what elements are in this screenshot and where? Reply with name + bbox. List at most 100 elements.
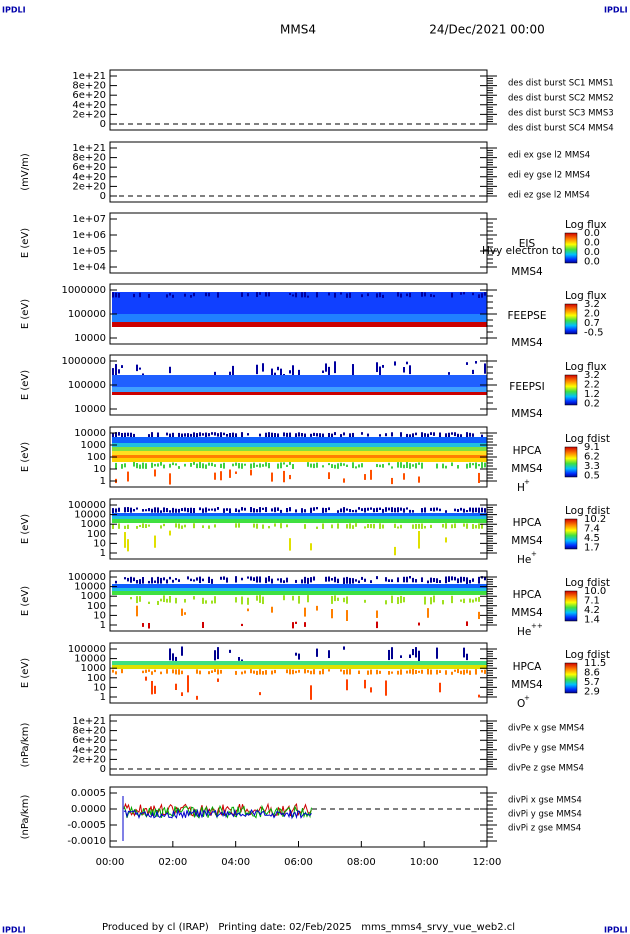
spectrogram-pixel: [226, 508, 228, 511]
species-charge: +: [531, 550, 537, 558]
spectrogram-pixel: [376, 507, 378, 513]
instrument-label: MMS4: [511, 408, 543, 420]
spectrogram-pixel: [397, 462, 399, 468]
spectrogram-pixel: [325, 576, 327, 582]
x-tick-label: 10:00: [410, 857, 439, 868]
spectrogram-band: [112, 447, 487, 451]
spectrogram-pixel: [211, 600, 213, 604]
y-tick-label: 100000: [68, 309, 106, 320]
spectrogram-pixel: [412, 464, 414, 467]
y-tick-label: 8e+20: [72, 726, 106, 737]
spectrogram-pixel: [271, 670, 273, 675]
spectrogram-pixel: [337, 463, 339, 469]
spectrogram-pixel: [190, 462, 192, 467]
spectrogram-pixel: [334, 432, 336, 436]
legend-entry: divPe y gse MMS4: [508, 744, 585, 754]
spectrogram-pixel: [193, 292, 195, 297]
spectrogram-pixel: [385, 577, 387, 582]
spectrogram-pixel: [478, 464, 480, 467]
spectrogram-pixel: [163, 595, 165, 603]
spectrogram-pixel: [418, 622, 420, 626]
y-tick-label: 100: [87, 529, 106, 540]
spectrogram-pixel: [151, 671, 153, 675]
spectrogram-pixel: [409, 365, 411, 375]
spectrogram-pixel: [139, 464, 141, 469]
spectrogram-pixel: [157, 576, 159, 584]
instrument-label: FEEPSE: [508, 310, 547, 322]
spectrogram-pixel: [472, 578, 474, 582]
spectrogram-pixel: [394, 507, 396, 513]
spectrogram-pixel: [250, 576, 252, 581]
spectrogram-pixel: [388, 507, 390, 511]
spectrogram-pixel: [184, 612, 186, 615]
spectrogram-pixel: [322, 370, 324, 374]
spectrogram-band: [112, 591, 487, 595]
colorbar-label: 0.0: [584, 228, 600, 239]
spectrogram-pixel: [403, 508, 405, 513]
spectrogram-pixel: [430, 597, 432, 605]
spectrogram-pixel: [484, 577, 486, 581]
spectrogram-pixel: [190, 433, 192, 437]
colorbar: [564, 518, 578, 550]
spectrogram-pixel: [166, 579, 168, 584]
spectrogram-pixel: [277, 366, 279, 371]
spectrogram-pixel: [370, 580, 372, 583]
x-tick-label: 00:00: [96, 857, 125, 868]
spectrogram-pixel: [151, 462, 153, 468]
spectrogram-pixel: [424, 507, 426, 513]
spectrogram-pixel: [328, 292, 330, 296]
spectrogram-pixel: [157, 463, 159, 467]
spectrogram-pixel: [256, 670, 258, 675]
spectrogram-pixel: [310, 463, 312, 468]
y-tick-label: 100: [87, 452, 106, 463]
spectrogram-pixel: [466, 621, 468, 626]
spectrogram-pixel: [316, 292, 318, 298]
spectrogram-pixel: [388, 462, 390, 466]
spectrogram-pixel: [301, 579, 303, 584]
corner-mark: IPDLI: [2, 6, 26, 15]
colorbar-label: 8.6: [584, 668, 600, 679]
spectrogram-pixel: [112, 368, 114, 379]
spectrogram-pixel: [478, 694, 480, 698]
colorbar-label: 0.2: [584, 399, 600, 410]
spectrogram-pixel: [268, 432, 270, 438]
spectrogram-pixel: [148, 601, 150, 604]
spectrogram-pixel: [139, 596, 141, 602]
spectrogram-pixel: [217, 647, 219, 660]
spectrogram-pixel: [388, 579, 390, 582]
spectrogram-pixel: [472, 369, 474, 375]
spectrogram-pixel: [169, 510, 171, 513]
spectrogram-pixel: [364, 679, 366, 689]
spectrogram-pixel: [451, 292, 453, 298]
spectrogram-pixel: [292, 365, 294, 377]
spectrogram-pixel: [421, 292, 423, 297]
spectrogram-pixel: [172, 669, 174, 674]
spectrogram-pixel: [463, 523, 465, 527]
spectrogram-pixel: [406, 670, 408, 674]
spectrogram-pixel: [271, 368, 273, 378]
spectrogram-pixel: [175, 578, 177, 581]
spectrogram-pixel: [439, 508, 441, 512]
spectrogram-pixel: [163, 577, 165, 581]
spectrogram-pixel: [346, 293, 348, 298]
y-tick-label: -0.0005: [67, 820, 106, 831]
spectrogram-pixel: [364, 507, 366, 513]
spectrogram-pixel: [430, 432, 432, 435]
spectrogram-pixel: [148, 622, 150, 629]
spectrogram-pixel: [145, 524, 147, 528]
spectrogram-pixel: [115, 462, 117, 469]
spectrogram-pixel: [208, 525, 210, 529]
spectrogram-pixel: [238, 463, 240, 469]
spectrogram-pixel: [223, 508, 225, 513]
spectrogram-pixel: [319, 433, 321, 438]
spectrogram-pixel: [310, 685, 312, 700]
panel-frame: [109, 69, 488, 131]
spectrogram-pixel: [400, 432, 402, 437]
species-label: He: [517, 554, 531, 566]
spectrogram-pixel: [391, 647, 393, 660]
spectrogram-pixel: [214, 650, 216, 661]
spectrogram-pixel: [259, 433, 261, 437]
spectrogram-pixel: [208, 671, 210, 675]
spectrogram-pixel: [436, 578, 438, 583]
spectrogram-pixel: [448, 576, 450, 582]
